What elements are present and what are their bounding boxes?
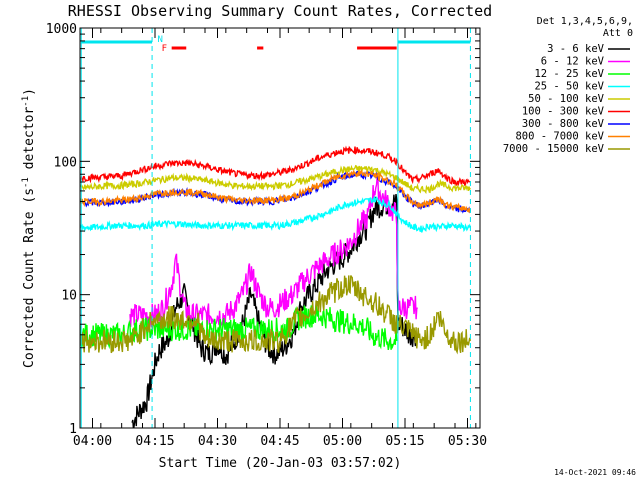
y-axis-label: Corrected Count Rate (s-1 detector-1) <box>21 88 37 368</box>
x-tick-label: 04:30 <box>198 434 237 449</box>
legend-header-line: Att 0 <box>603 28 633 39</box>
series-line-7 <box>80 169 472 214</box>
x-tick-label: 04:15 <box>135 434 174 449</box>
x-tick-label: 04:00 <box>73 434 112 449</box>
y-tick-label: 1 <box>69 422 77 437</box>
legend-label: 100 - 300 keV <box>522 106 605 118</box>
series-line-8 <box>80 275 472 355</box>
y-axis-label-mid: detector <box>22 107 37 178</box>
legend-label: 300 - 800 keV <box>522 118 605 130</box>
y-tick-label: 10 <box>61 289 77 304</box>
vertical-markers <box>80 28 471 428</box>
y-axis-label-sup-2: -1 <box>21 96 31 107</box>
y-axis-label-end: ) <box>22 88 37 96</box>
legend-label: 50 - 100 keV <box>528 93 605 105</box>
legend-label: 25 - 50 keV <box>534 81 604 93</box>
legend-label: 800 - 7000 keV <box>515 131 604 143</box>
y-tick-label: 100 <box>54 155 77 170</box>
series-line-1 <box>129 176 419 329</box>
legend-label: 3 - 6 keV <box>547 43 605 55</box>
series-line-0 <box>131 193 419 428</box>
x-tick-label: 05:15 <box>385 434 424 449</box>
series-line-4 <box>80 164 471 195</box>
y-tick-label: 1000 <box>46 22 77 37</box>
x-axis-label: Start Time (20-Jan-03 03:57:02) <box>159 456 402 471</box>
flag-bars: NF <box>81 35 471 54</box>
chart-title: RHESSI Observing Summary Count Rates, Co… <box>68 2 492 20</box>
series-line-3 <box>80 196 472 233</box>
legend-label: 7000 - 15000 keV <box>503 143 605 155</box>
y-axis-label-main: Corrected Count Rate (s <box>22 188 37 368</box>
legend-header-line: Det 1,3,4,5,6,9, <box>537 16 633 27</box>
x-tick-label: 04:45 <box>260 434 299 449</box>
timestamp: 14-Oct-2021 09:46 <box>554 468 636 477</box>
flag-label-n: N <box>158 35 163 45</box>
x-tick-label: 05:00 <box>323 434 362 449</box>
legend-label: 12 - 25 keV <box>534 68 604 80</box>
flag-label-f: F <box>162 44 167 54</box>
y-axis-label-sup-1: -1 <box>21 177 31 188</box>
series-line-5 <box>80 145 471 187</box>
legend-label: 6 - 12 keV <box>541 56 605 68</box>
x-tick-label: 05:30 <box>448 434 487 449</box>
series-lines <box>80 145 472 428</box>
axes: 04:00 04:15 04:30 04:45 05:00 05:15 05:30 1 10 10… <box>46 22 487 449</box>
